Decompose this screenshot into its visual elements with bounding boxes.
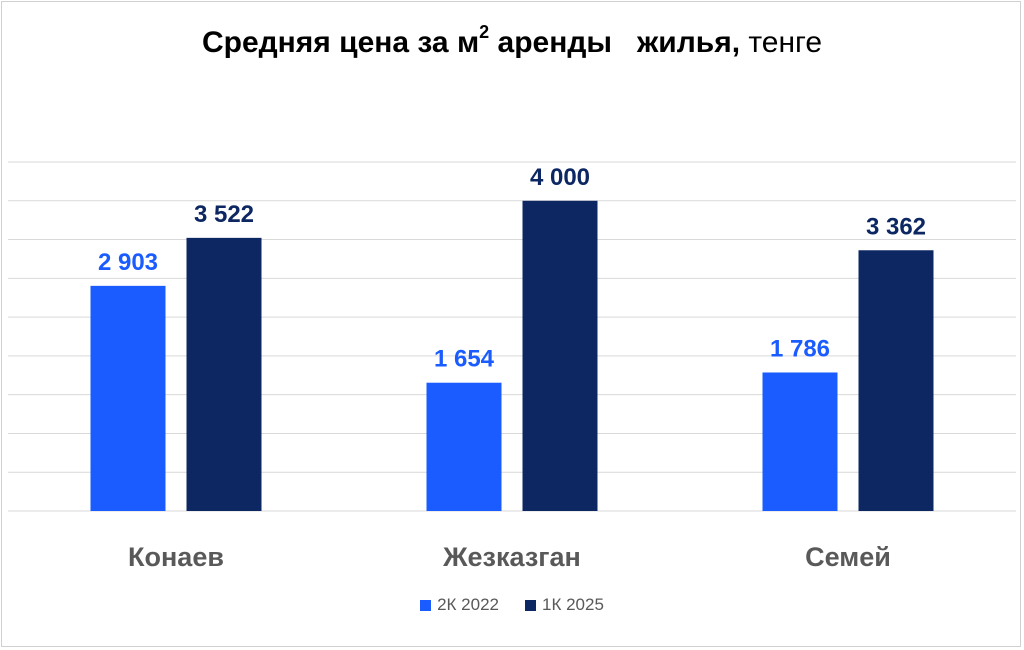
legend-label-series-1: 2К 2022 xyxy=(437,595,499,614)
data-label-2-2: 4 000 xyxy=(530,164,590,191)
bar-1-2 xyxy=(426,382,502,511)
title-superscript: 2 xyxy=(479,22,490,42)
data-label-1-2: 1 654 xyxy=(434,346,495,373)
category-label-3: Семей xyxy=(805,542,891,572)
category-label-2: Жезказган xyxy=(442,542,581,572)
bar-1-3 xyxy=(762,372,838,511)
chart-title: Средняя цена за м2 аренды жилья, тенге xyxy=(0,22,1024,60)
legend-label-series-2: 1К 2025 xyxy=(542,595,604,614)
legend-swatch-series-2 xyxy=(525,599,536,611)
category-label-1: Конаев xyxy=(128,542,224,572)
bar-2-3 xyxy=(858,250,934,511)
title-unit: тенге xyxy=(740,26,823,59)
bar-2-2 xyxy=(522,200,598,511)
legend-item-series-1: 2К 2022 xyxy=(420,595,499,615)
title-bold: Средняя цена за м xyxy=(201,26,480,59)
legend-swatch-series-1 xyxy=(420,599,432,611)
bar-2-1 xyxy=(186,237,262,511)
data-label-1-3: 1 786 xyxy=(770,335,830,362)
data-label-2-1: 3 522 xyxy=(194,201,254,228)
legend-item-series-2: 1К 2025 xyxy=(525,595,604,615)
data-label-2-3: 3 362 xyxy=(866,213,926,240)
legend: 2К 2022 1К 2025 xyxy=(0,595,1024,615)
data-label-1-1: 2 903 xyxy=(98,249,158,276)
bar-1-1 xyxy=(90,285,166,511)
title-bold-2: аренды жилья, xyxy=(489,26,741,59)
